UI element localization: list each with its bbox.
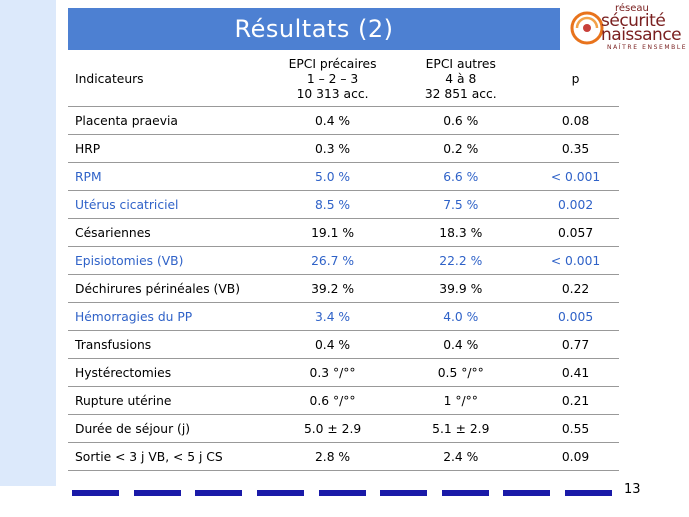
table-row: Césariennes 19.1 % 18.3 % 0.057 [68,218,619,247]
row-indicator-label: Sortie < 3 j VB, < 5 j CS [68,442,276,471]
logo-line-naissance: naissance [601,25,682,45]
header-epci-autres: EPCI autres 4 à 8 32 851 acc. [389,52,533,107]
row-value-autres: 0.5 °/°° [389,358,533,387]
row-value-precaires: 0.4 % [275,106,390,135]
row-p-value: 0.41 [532,358,619,387]
row-value-autres: 22.2 % [389,246,533,275]
row-indicator-label: Utérus cicatriciel [68,190,276,219]
row-value-autres: 0.4 % [389,330,533,359]
footer-dash [441,490,489,496]
header-group1-line3: 10 313 acc. [296,86,369,101]
row-value-precaires: 5.0 ± 2.9 [275,414,390,443]
logo-swirl-icon [570,11,604,45]
left-decor-bar [0,0,56,486]
footer-dash [565,490,612,496]
row-value-autres: 4.0 % [389,302,533,331]
row-value-autres: 5.1 ± 2.9 [389,414,533,443]
footer-dash [72,490,119,496]
logo-tagline: NAÎTRE ENSEMBLE [607,44,688,51]
row-p-value: 0.002 [532,190,619,219]
row-value-precaires: 19.1 % [275,218,390,247]
row-p-value: 0.08 [532,106,619,135]
row-value-autres: 6.6 % [389,162,533,191]
row-value-precaires: 0.3 °/°° [275,358,390,387]
table-row: Transfusions 0.4 % 0.4 % 0.77 [68,330,619,359]
row-value-autres: 7.5 % [389,190,533,219]
table-row: Placenta praevia 0.4 % 0.6 % 0.08 [68,106,619,135]
row-value-autres: 2.4 % [389,442,533,471]
footer-dash [318,490,366,496]
row-p-value: 0.21 [532,386,619,415]
table-row: RPM 5.0 % 6.6 % < 0.001 [68,162,619,191]
table-header-row: Indicateurs EPCI précaires 1 – 2 – 3 10 … [68,52,619,107]
header-indicators: Indicateurs [68,52,276,107]
row-indicator-label: HRP [68,134,276,163]
table-row: Rupture utérine 0.6 °/°° 1 °/°° 0.21 [68,386,619,415]
header-group2-line3: 32 851 acc. [424,86,497,101]
row-value-precaires: 8.5 % [275,190,390,219]
row-p-value: 0.005 [532,302,619,331]
row-p-value: 0.55 [532,414,619,443]
row-value-autres: 18.3 % [389,218,533,247]
table-body: Placenta praevia 0.4 % 0.6 % 0.08 HRP 0.3 % 0.… [68,106,619,471]
table-row: Durée de séjour (j) 5.0 ± 2.9 5.1 ± 2.9 0.5… [68,414,619,443]
row-p-value: 0.057 [532,218,619,247]
footer-dash [256,490,304,496]
slide-title: Résultats (2) [234,15,394,43]
footer-dash [503,490,551,496]
table-row: HRP 0.3 % 0.2 % 0.35 [68,134,619,163]
row-indicator-label: Césariennes [68,218,276,247]
footer-dash-line [72,490,612,496]
row-value-autres: 1 °/°° [389,386,533,415]
logo-line-securite: sécurité [601,11,666,31]
table-row: Hémorragies du PP 3.4 % 4.0 % 0.005 [68,302,619,331]
row-indicator-label: Rupture utérine [68,386,276,415]
logo-line-reseau: réseau [615,3,649,14]
header-group1-line1: EPCI précaires [288,56,377,71]
row-value-autres: 0.2 % [389,134,533,163]
row-p-value: 0.22 [532,274,619,303]
table-row: Hystérectomies 0.3 °/°° 0.5 °/°° 0.41 [68,358,619,387]
row-value-precaires: 0.4 % [275,330,390,359]
row-value-precaires: 5.0 % [275,162,390,191]
row-value-precaires: 3.4 % [275,302,390,331]
row-value-precaires: 2.8 % [275,442,390,471]
row-value-precaires: 26.7 % [275,246,390,275]
row-value-precaires: 39.2 % [275,274,390,303]
row-indicator-label: Hémorragies du PP [68,302,276,331]
row-indicator-label: Placenta praevia [68,106,276,135]
results-table: Indicateurs EPCI précaires 1 – 2 – 3 10 … [68,52,619,471]
table-row: Utérus cicatriciel 8.5 % 7.5 % 0.002 [68,190,619,219]
row-indicator-label: Déchirures périnéales (VB) [68,274,276,303]
footer-dash [195,490,243,496]
page-number: 13 [624,482,641,497]
row-p-value: < 0.001 [532,162,619,191]
header-group2-line2: 4 à 8 [445,71,477,86]
header-p: p [532,52,619,107]
row-p-value: < 0.001 [532,246,619,275]
footer-dash [380,490,428,496]
row-indicator-label: Durée de séjour (j) [68,414,276,443]
row-value-autres: 0.6 % [389,106,533,135]
row-value-autres: 39.9 % [389,274,533,303]
row-p-value: 0.77 [532,330,619,359]
row-indicator-label: Transfusions [68,330,276,359]
row-p-value: 0.09 [532,442,619,471]
row-value-precaires: 0.6 °/°° [275,386,390,415]
table-row: Déchirures périnéales (VB) 39.2 % 39.9 % 0.… [68,274,619,303]
table-row: Sortie < 3 j VB, < 5 j CS 2.8 % 2.4 % 0.09 [68,442,619,471]
row-indicator-label: RPM [68,162,276,191]
reseau-securite-naissance-logo: réseau sécurité naissance NAÎTRE ENSEMBL… [567,2,687,52]
title-bar: Résultats (2) [68,8,560,50]
row-indicator-label: Hystérectomies [68,358,276,387]
row-indicator-label: Episiotomies (VB) [68,246,276,275]
header-group2-line1: EPCI autres [425,56,496,71]
header-epci-precaires: EPCI précaires 1 – 2 – 3 10 313 acc. [275,52,390,107]
row-value-precaires: 0.3 % [275,134,390,163]
table-row: Episiotomies (VB) 26.7 % 22.2 % < 0.001 [68,246,619,275]
row-p-value: 0.35 [532,134,619,163]
header-group1-line2: 1 – 2 – 3 [306,71,359,86]
footer-dash [133,490,181,496]
